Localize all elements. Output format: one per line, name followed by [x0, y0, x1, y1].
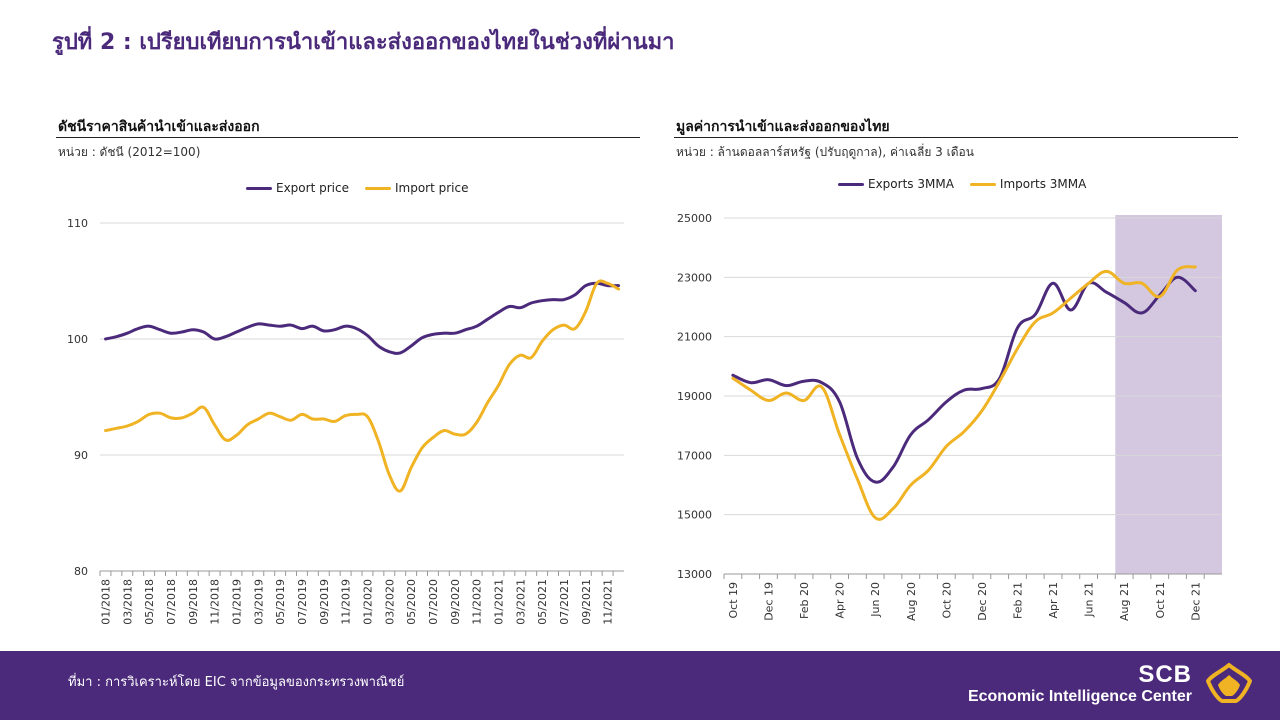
left-chart-x-tick-label: 07/2021	[558, 579, 571, 625]
right-chart-x-tick-label: Oct 21	[1154, 582, 1167, 619]
left-chart-x-tick-label: 01/2019	[230, 579, 243, 625]
left-chart-series-line-0	[104, 281, 620, 355]
right-chart-title: มูลค่าการนำเข้าและส่งออกของไทย	[676, 119, 890, 135]
right-chart-x-tick-label: Jun 20	[869, 582, 882, 618]
brand-block: SCB Economic Intelligence Center	[968, 663, 1192, 707]
right-chart-y-tick-label: 21000	[677, 331, 712, 344]
right-chart-x-tick-label: Dec 19	[762, 582, 775, 621]
right-chart-x-tick-label: Aug 20	[905, 582, 918, 621]
left-chart-y-tick-label: 80	[74, 565, 88, 578]
right-chart-y-tick-label: 19000	[677, 390, 712, 403]
right-chart-y-tick-label: 25000	[677, 212, 712, 225]
left-chart-x-tick-label: 09/2021	[580, 579, 593, 625]
left-chart-x-tick-label: 09/2020	[449, 579, 462, 625]
left-chart-x-tick-label: 07/2018	[165, 579, 178, 625]
right-chart-series-line-0	[731, 275, 1197, 484]
page-title: รูปที่ 2 : เปรียบเทียบการนำเข้าและส่งออก…	[52, 30, 675, 55]
right-chart-y-tick-label: 23000	[677, 271, 712, 284]
brand-subtitle: Economic Intelligence Center	[967, 688, 1192, 705]
left-chart-x-tick-label: 01/2021	[492, 579, 505, 625]
left-chart-x-tick-label: 11/2020	[471, 579, 484, 625]
left-chart-y-tick-label: 100	[67, 333, 88, 346]
legend-item-import-price: Import price	[364, 181, 469, 195]
legend-item-imports-3mma: Imports 3MMA	[969, 177, 1087, 191]
left-chart-series-line-1	[104, 279, 620, 493]
legend-swatch-exports	[838, 182, 864, 186]
right-chart-x-tick-label: Dec 20	[976, 582, 989, 621]
right-chart-x-tick-label: Dec 21	[1189, 582, 1202, 621]
left-chart-unit: หน่วย : ดัชนี (2012=100)	[58, 145, 201, 159]
left-chart-y-tick-label: 90	[74, 449, 88, 462]
left-chart-x-tick-label: 07/2019	[296, 579, 309, 625]
right-chart-x-tick-label: Aug 21	[1118, 582, 1131, 621]
left-chart-x-tick-label: 03/2021	[514, 579, 527, 625]
left-chart-svg: 80 90 100 110 01/2018 03/2018 05/2018 07/2018 09…	[67, 217, 624, 625]
left-chart-x-tick-label: 05/2019	[274, 579, 287, 625]
right-chart-x-tick-label: Apr 20	[834, 582, 847, 619]
scb-logo-icon	[1206, 663, 1252, 703]
right-chart-y-tick-label: 13000	[677, 568, 712, 581]
right-chart-x-tick-label: Oct 19	[727, 582, 740, 619]
left-chart-x-tick-label: 11/2019	[340, 579, 353, 625]
left-chart-x-tick-label: 05/2018	[143, 579, 156, 625]
right-chart-x-tick-label: Oct 20	[940, 582, 953, 619]
right-chart-x-tick-label: Jun 21	[1083, 582, 1096, 618]
left-chart-x-tick-label: 03/2019	[252, 579, 265, 625]
left-chart-x-tick-label: 11/2018	[209, 579, 222, 625]
right-chart-y-tick-label: 17000	[677, 449, 712, 462]
left-chart-x-tick-label: 01/2020	[361, 579, 374, 625]
legend-item-exports-3mma: Exports 3MMA	[838, 177, 954, 191]
legend-swatch-imports	[969, 182, 996, 186]
legend-label-exports: Exports 3MMA	[868, 177, 954, 191]
left-chart-x-tick-label: 03/2018	[121, 579, 134, 625]
left-chart-x-tick-label: 07/2020	[427, 579, 440, 625]
right-chart-x-tick-label: Feb 21	[1011, 582, 1024, 619]
left-chart-x-tick-label: 03/2020	[383, 579, 396, 625]
footer-bar: ที่มา : การวิเคราะห์โดย EIC จากข้อมูลของ…	[0, 651, 1280, 720]
left-chart-x-tick-label: 05/2021	[536, 579, 549, 625]
legend-label-import: Import price	[394, 181, 469, 195]
legend-label-export: Export price	[276, 181, 349, 195]
legend-label-imports: Imports 3MMA	[999, 177, 1087, 191]
right-chart-x-tick-label: Apr 21	[1047, 582, 1060, 619]
legend-swatch-export	[246, 186, 272, 190]
source-note: ที่มา : การวิเคราะห์โดย EIC จากข้อมูลของ…	[68, 675, 405, 690]
right-chart-y-tick-label: 15000	[677, 509, 712, 522]
left-chart-title-rule	[56, 137, 640, 138]
legend-swatch-import	[364, 186, 391, 190]
left-chart-legend: Export price Import price	[246, 181, 484, 195]
left-chart-x-tick-label: 05/2020	[405, 579, 418, 625]
left-chart-x-tick-label: 09/2018	[187, 579, 200, 625]
right-chart-series-line-1	[731, 265, 1197, 521]
brand-name: SCB	[1138, 661, 1192, 688]
legend-item-export-price: Export price	[246, 181, 349, 195]
left-chart-y-tick-label: 110	[67, 217, 88, 230]
right-chart-legend: Exports 3MMA Imports 3MMA	[838, 177, 1102, 191]
right-chart-unit: หน่วย : ล้านดอลลาร์สหรัฐ (ปรับฤดูกาล), ค…	[676, 145, 974, 159]
right-chart-forecast-shade	[1115, 215, 1222, 574]
right-chart-title-rule	[674, 137, 1238, 138]
left-chart-x-tick-label: 01/2018	[99, 579, 112, 625]
left-chart-x-tick-label: 11/2021	[602, 579, 615, 625]
right-chart-x-tick-label: Feb 20	[798, 582, 811, 619]
left-chart-x-tick-label: 09/2019	[318, 579, 331, 625]
right-chart-svg: 13000 15000 17000 19000 21000 23000 25000 Oct 1…	[677, 212, 1222, 621]
left-chart-title: ดัชนีราคาสินค้านำเข้าและส่งออก	[58, 119, 260, 135]
